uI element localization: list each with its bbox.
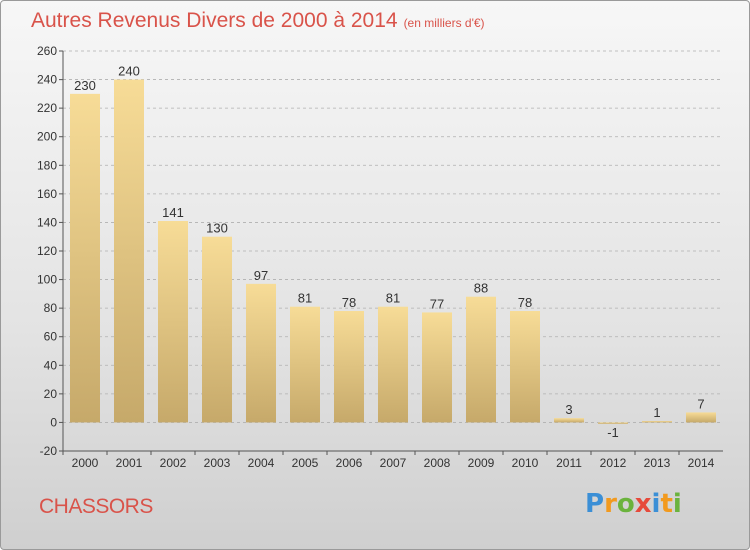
x-tick-label: 2014 xyxy=(688,456,715,470)
y-tick-label: 180 xyxy=(37,158,57,172)
commune-name: CHASSORS xyxy=(39,495,153,518)
bar xyxy=(334,311,364,423)
bars-layer xyxy=(70,79,716,424)
y-tick-label: 120 xyxy=(37,244,57,258)
y-tick-label: 0 xyxy=(50,415,57,429)
y-tick-label: 60 xyxy=(44,330,58,344)
bar xyxy=(246,283,276,423)
bar xyxy=(686,412,716,423)
axis-layer: -20 0 20 40 60 80 100 120 140 160 180 200 220 240 260 2… xyxy=(37,44,723,470)
y-tick-label: 160 xyxy=(37,187,57,201)
y-tick-label: 260 xyxy=(37,44,57,58)
data-label: -1 xyxy=(607,425,619,440)
data-label: 3 xyxy=(565,402,572,417)
x-tick-label: 2010 xyxy=(512,456,539,470)
y-tick-label: 240 xyxy=(37,73,57,87)
bar xyxy=(70,93,100,423)
labels-layer: 230 240 141 130 97 81 78 81 77 88 78 3 -1 1 7 xyxy=(74,64,704,440)
x-tick-label: 2003 xyxy=(204,456,231,470)
data-label: 78 xyxy=(518,295,532,310)
x-tick-label: 2008 xyxy=(424,456,451,470)
x-tick-label: 2013 xyxy=(644,456,671,470)
data-label: 141 xyxy=(162,205,184,220)
logo-letter: o xyxy=(616,489,635,519)
data-label: 81 xyxy=(298,291,312,306)
data-label: 1 xyxy=(653,405,660,420)
bar xyxy=(510,311,540,423)
data-label: 77 xyxy=(430,296,444,311)
bar xyxy=(642,421,672,423)
bar xyxy=(554,418,584,423)
x-tick-label: 2011 xyxy=(556,456,582,470)
data-label: 78 xyxy=(342,295,356,310)
y-tick-label: 220 xyxy=(37,101,57,115)
bar xyxy=(466,296,496,423)
y-tick-label: 20 xyxy=(44,387,58,401)
x-tick-label: 2004 xyxy=(248,456,275,470)
logo-letter: x xyxy=(634,489,652,519)
x-tick-label: 2001 xyxy=(116,456,143,470)
y-tick-label: 40 xyxy=(44,358,58,372)
y-tick-label: 100 xyxy=(37,273,57,287)
data-label: 130 xyxy=(206,221,228,236)
bar xyxy=(378,306,408,423)
data-label: 7 xyxy=(697,396,704,411)
y-tick-label: -20 xyxy=(40,444,58,458)
chart-title-text: Autres Revenus Divers de 2000 à 2014 xyxy=(31,9,398,32)
logo-letter: i xyxy=(672,489,682,519)
x-tick-label: 2006 xyxy=(336,456,363,470)
x-tick-label: 2005 xyxy=(292,456,319,470)
logo-letter: t xyxy=(660,489,673,519)
bar xyxy=(202,236,232,423)
data-label: 97 xyxy=(254,268,268,283)
proxiti-logo: Proxiti xyxy=(585,489,682,519)
x-tick-label: 2000 xyxy=(72,456,99,470)
y-tick-label: 200 xyxy=(37,130,57,144)
data-label: 240 xyxy=(118,64,140,79)
logo-letter: i xyxy=(651,489,661,519)
logo-letter: P xyxy=(585,489,605,519)
y-tick-label: 140 xyxy=(37,215,57,229)
bar xyxy=(158,221,188,423)
bar xyxy=(290,306,320,423)
x-tick-label: 2009 xyxy=(468,456,495,470)
data-label: 81 xyxy=(386,291,400,306)
x-tick-label: 2012 xyxy=(600,456,627,470)
bar xyxy=(422,312,452,423)
logo-letter: r xyxy=(604,489,617,519)
x-tick-label: 2007 xyxy=(380,456,407,470)
x-tick-label: 2002 xyxy=(160,456,187,470)
bar xyxy=(114,79,144,423)
chart-subtitle: (en milliers d'€) xyxy=(403,16,485,30)
y-tick-label: 80 xyxy=(44,301,58,315)
bar xyxy=(598,422,628,424)
chart-title: Autres Revenus Divers de 2000 à 2014 (en … xyxy=(31,9,485,33)
data-label: 88 xyxy=(474,281,488,296)
data-label: 230 xyxy=(74,78,96,93)
